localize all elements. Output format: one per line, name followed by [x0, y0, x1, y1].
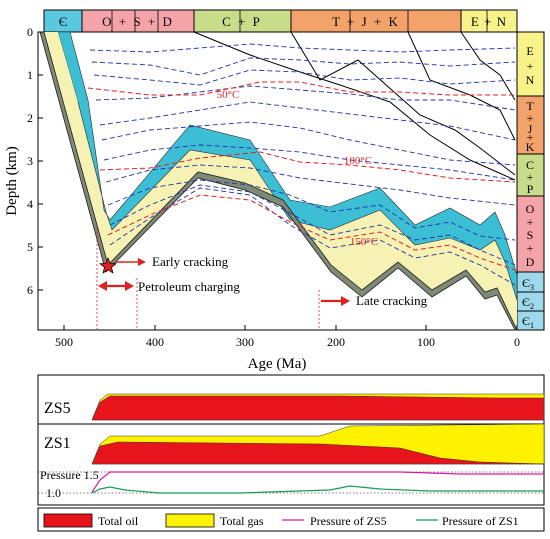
generation-panel: ZS5 ZS1 Pressure 1.5 1.0 — [37, 374, 545, 506]
zs5-label: ZS5 — [44, 400, 71, 417]
legend-oil-label: Total oil — [98, 514, 139, 528]
period-label-en: E + N — [471, 14, 507, 29]
event-guide-lines — [96, 228, 320, 330]
rperiod-label-c2: Є2 — [522, 295, 534, 311]
legend-zs1-label: Pressure of ZS1 — [442, 514, 519, 528]
legend-gas-swatch — [165, 513, 215, 528]
isotherm-label-100: 100°C — [344, 155, 372, 167]
x-tick-label: 0 — [514, 335, 520, 349]
isotherm-lines-blue — [89, 43, 516, 286]
period-label-tjk: T + J + K — [332, 14, 400, 29]
x-axis-title: Age (Ma) — [248, 356, 307, 372]
legend: Total oil Total gas Pressure of ZS5 Pres… — [37, 507, 545, 532]
y-tick-labels: 0 1 2 3 4 5 6 — [27, 25, 33, 297]
period-bar-top: Є O + S + D C + P T + J + K E + N — [43, 9, 518, 33]
y-tick-label: 6 — [27, 283, 33, 297]
early-cracking-arrow — [116, 258, 146, 266]
source-rock-fill — [44, 32, 517, 330]
zs1-pressure-curve — [91, 485, 544, 494]
x-tick-label: 400 — [146, 335, 164, 349]
period-bar-right: E + N T + J + K C + P O + S + D Є3 Є2 Є1 — [516, 31, 545, 331]
period-label-osd: O + S + D — [102, 14, 174, 29]
petroleum-charging-label: Petroleum charging — [138, 279, 240, 294]
legend-gas-label: Total gas — [220, 514, 264, 528]
y-tick-label: 5 — [27, 240, 33, 254]
x-tick-label: 100 — [417, 335, 435, 349]
y-tick-label: 3 — [27, 154, 33, 168]
isotherm-label-150: 150°C — [350, 236, 378, 248]
early-cracking-label: Early cracking — [152, 254, 229, 269]
y-tick-label: 0 — [27, 25, 33, 39]
period-label-cambrian: Є — [59, 14, 68, 29]
y-axis — [38, 31, 43, 291]
petroleum-charging-arrow — [98, 281, 134, 291]
rperiod-label-osd: O + S + D — [526, 202, 535, 269]
isotherm-label-50: 50°C — [217, 89, 240, 101]
zs1-oil-area — [91, 441, 545, 465]
cambrian-wedge — [44, 32, 78, 102]
isotherm-lines-red — [87, 81, 516, 271]
y-tick-label: 4 — [27, 197, 33, 211]
x-axis — [63, 325, 518, 330]
x-tick-label: 500 — [55, 335, 73, 349]
late-cracking-label: Late cracking — [356, 293, 428, 308]
upper-strata-lines — [193, 31, 516, 181]
y-tick-label: 2 — [27, 111, 33, 125]
x-tick-label: 300 — [236, 335, 254, 349]
cyan-strata-layer — [57, 31, 518, 301]
pressure-tick-low: 1.0 — [46, 486, 61, 500]
x-tick-labels: 500 400 300 200 100 0 — [55, 335, 520, 349]
legend-zs5-label: Pressure of ZS5 — [310, 514, 387, 528]
x-tick-label: 200 — [327, 335, 345, 349]
y-axis-title: Depth (km) — [4, 146, 20, 216]
y-tick-label: 1 — [27, 68, 33, 82]
pressure-label: Pressure 1.5 — [40, 468, 99, 482]
burial-plot: 50°C 100°C 150°C Early cracking Petroleu… — [4, 25, 520, 372]
legend-oil-swatch — [43, 513, 93, 528]
rperiod-label-c1: Є1 — [522, 314, 534, 330]
zs1-label: ZS1 — [44, 435, 71, 452]
zs5-pressure-curve — [91, 471, 544, 493]
rperiod-label-en: E + N — [526, 44, 535, 87]
rperiod-label-cp: C + P — [526, 158, 534, 196]
rperiod-label-c3: Є3 — [522, 276, 534, 292]
rperiod-osd — [516, 195, 545, 273]
zs5-oil-area — [91, 395, 545, 421]
period-label-cp: C + P — [222, 14, 262, 29]
early-cracking-star-icon — [99, 257, 117, 274]
rperiod-label-tjk: T + J + K — [526, 99, 535, 154]
late-cracking-arrow — [321, 296, 350, 306]
